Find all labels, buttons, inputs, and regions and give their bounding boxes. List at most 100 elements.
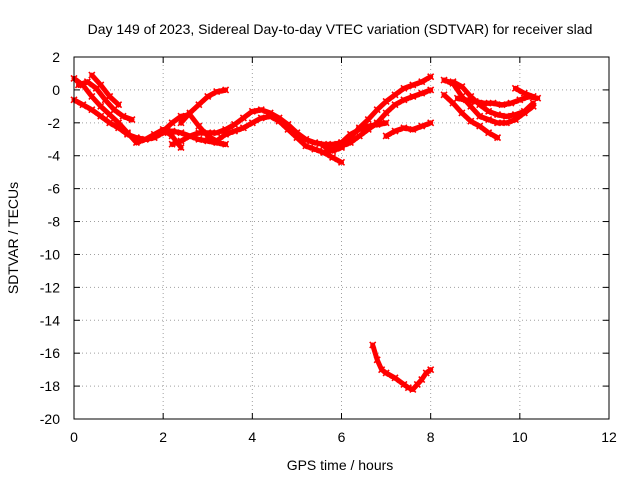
data-point	[177, 143, 185, 152]
data-point	[427, 119, 435, 127]
series-line-edge	[514, 89, 535, 100]
data-point	[177, 112, 185, 120]
data-point	[422, 369, 430, 377]
data-point	[239, 114, 247, 122]
series-line-edge	[162, 115, 343, 166]
data-point	[293, 129, 301, 137]
data-point	[355, 132, 363, 140]
series-track-7	[168, 106, 346, 148]
data-point	[195, 101, 203, 109]
data-point	[373, 106, 381, 114]
data-point	[498, 101, 506, 109]
data-point	[449, 78, 457, 86]
data-point	[83, 78, 91, 86]
x-tick-label: 0	[70, 429, 78, 445]
data-point	[329, 153, 337, 161]
data-point	[101, 96, 109, 104]
data-point	[97, 112, 105, 120]
y-tick-label: -8	[48, 214, 61, 230]
data-point	[476, 122, 484, 130]
data-point	[88, 92, 96, 101]
y-tick-label: -16	[40, 345, 60, 361]
data-point	[458, 109, 466, 117]
series-track-5	[177, 86, 230, 127]
x-tick-label: 12	[601, 429, 617, 445]
data-point	[373, 356, 381, 364]
data-point	[400, 96, 408, 104]
series-track-4	[88, 71, 123, 109]
data-point	[88, 106, 96, 114]
series-track-17	[511, 84, 537, 101]
data-point	[489, 99, 497, 107]
series-track-6	[159, 111, 346, 166]
data-point	[418, 78, 426, 86]
series-track-3	[74, 78, 136, 124]
data-point	[257, 114, 265, 122]
series-layer	[70, 71, 542, 393]
data-point	[364, 115, 372, 124]
data-point	[493, 134, 502, 142]
series-track-2	[70, 74, 185, 152]
data-point	[195, 135, 203, 143]
series-line-edge	[443, 95, 499, 141]
data-point	[213, 129, 221, 137]
data-point	[230, 120, 239, 129]
data-point	[520, 107, 528, 115]
data-point	[150, 130, 158, 138]
data-point	[230, 127, 239, 135]
series-track-10	[337, 119, 390, 147]
data-point	[177, 129, 185, 137]
data-point	[409, 92, 417, 101]
data-point	[391, 91, 399, 99]
data-point	[502, 119, 511, 127]
series-line-edge	[322, 77, 432, 154]
series-line-edge	[77, 82, 133, 123]
data-point	[355, 125, 363, 133]
data-point	[97, 81, 105, 89]
y-tick-label: 2	[52, 49, 60, 65]
data-point	[485, 107, 493, 115]
data-point	[391, 374, 399, 382]
chart-title: Day 149 of 2023, Sidereal Day-to-day VTE…	[88, 21, 593, 37]
data-point	[195, 122, 203, 130]
data-point	[493, 119, 502, 127]
data-point	[346, 130, 354, 138]
x-tick-label: 10	[512, 429, 528, 445]
data-point	[382, 119, 390, 127]
x-tick-label: 8	[427, 429, 435, 445]
data-point	[418, 122, 426, 130]
data-point	[128, 115, 136, 124]
x-tick-label: 4	[248, 429, 256, 445]
x-tick-label: 2	[159, 429, 167, 445]
data-point	[458, 83, 466, 91]
data-point	[204, 129, 212, 137]
data-point	[485, 115, 493, 124]
data-point	[520, 89, 528, 97]
data-point	[476, 112, 484, 120]
series-track-12	[369, 341, 435, 393]
data-point	[119, 112, 127, 120]
data-point	[248, 107, 256, 115]
data-point	[106, 92, 114, 101]
data-point	[222, 125, 230, 133]
data-point	[257, 106, 265, 114]
data-point	[239, 124, 247, 132]
series-line	[454, 94, 541, 108]
data-point	[79, 101, 87, 109]
y-tick-label: 0	[52, 82, 60, 98]
data-point	[177, 137, 185, 145]
data-point	[337, 138, 346, 147]
data-point	[222, 86, 230, 94]
data-point	[493, 111, 502, 119]
series-line-edge	[452, 82, 535, 120]
data-point	[284, 120, 292, 129]
y-tick-label: -20	[40, 411, 60, 427]
data-point	[516, 96, 524, 104]
data-point	[329, 147, 337, 155]
data-point	[168, 140, 176, 148]
data-point	[467, 117, 475, 125]
data-point	[311, 145, 319, 153]
series-track-11	[382, 119, 435, 140]
data-point	[106, 119, 114, 127]
